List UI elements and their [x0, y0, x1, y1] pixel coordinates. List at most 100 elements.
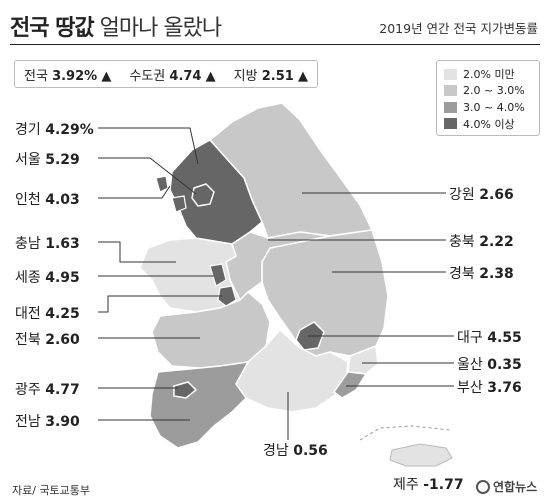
legend-swatch [444, 118, 457, 130]
leader-line [98, 157, 197, 195]
label-daejeon: 대전 4.25 [14, 303, 81, 323]
legend-label: 3.0 ~ 4.0% [463, 100, 525, 114]
region-value: 3.90 [45, 414, 80, 430]
up-arrow-icon: ▲ [297, 68, 308, 84]
region-name: 서울 [15, 152, 41, 168]
region-name: 충북 [449, 234, 475, 250]
label-jeju: 제주 -1.77 [392, 474, 465, 494]
region-name: 부산 [457, 380, 483, 396]
up-arrow-icon: ▲ [205, 68, 216, 84]
label-busan: 부산 3.76 [456, 377, 523, 397]
region-seoul [191, 183, 215, 207]
publisher-logo: 연합뉴스 [476, 478, 537, 495]
region-value: 4.25 [45, 306, 80, 322]
page-title: 전국 땅값 얼마나 올랐나 [10, 10, 222, 42]
subtitle: 2019년 연간 전국 지가변동률 [379, 21, 538, 36]
region-name: 강원 [449, 187, 475, 203]
title-light: 얼마나 올랐나 [99, 16, 222, 41]
leader-line [98, 241, 176, 263]
legend-label: 4.0% 이상 [463, 117, 515, 131]
region-value: 4.03 [45, 192, 80, 208]
label-gyeonggi: 경기 4.29% [14, 119, 95, 139]
region-name: 광주 [15, 382, 41, 398]
region-jeonnam [149, 361, 250, 449]
legend-item: 2.0 ~ 3.0% [444, 83, 532, 100]
legend: 2.0% 미만 2.0 ~ 3.0% 3.0 ~ 4.0% 4.0% 이상 [436, 60, 540, 136]
summary-label: 수도권 [129, 68, 166, 84]
region-name: 경북 [449, 266, 475, 282]
logo-text: 연합뉴스 [493, 480, 538, 494]
region-value: 1.63 [45, 236, 80, 252]
region-value: 0.35 [487, 357, 522, 373]
label-incheon: 인천 4.03 [14, 189, 81, 209]
label-seoul: 서울 5.29 [14, 149, 81, 169]
region-jeju [389, 443, 453, 467]
legend-label: 2.0% 미만 [463, 68, 515, 82]
region-name: 인천 [15, 192, 41, 208]
region-name: 전북 [15, 332, 41, 348]
region-daejeon [217, 285, 237, 307]
summary-national: 전국 3.92% ▲ [24, 65, 111, 84]
leader-line [98, 127, 199, 165]
label-chungnam: 충남 1.63 [14, 233, 81, 253]
region-value: 2.22 [479, 234, 514, 250]
summary-label: 전국 [24, 68, 48, 84]
leader-lines [98, 127, 454, 440]
summary-box: 전국 3.92% ▲ 수도권 4.74 ▲ 지방 2.51 ▲ [14, 60, 318, 88]
region-value: 2.60 [45, 332, 80, 348]
source-note: 자료/ 국토교통부 [12, 484, 91, 497]
label-gyeongbuk: 경북 2.38 [448, 263, 515, 283]
region-name: 세종 [15, 270, 41, 286]
summary-label: 지방 [233, 68, 258, 84]
summary-value: 2.51 [261, 68, 294, 84]
region-incheon [155, 175, 187, 213]
legend-swatch [444, 68, 457, 80]
leader-line [98, 185, 171, 199]
label-daegu: 대구 4.55 [456, 327, 523, 347]
region-value: 4.55 [487, 330, 522, 346]
label-ulsan: 울산 0.35 [456, 354, 523, 374]
region-name: 울산 [457, 357, 483, 373]
region-ulsan [347, 344, 379, 375]
summary-provinces: 지방 2.51 ▲ [234, 65, 308, 84]
region-value: 5.29 [45, 152, 80, 168]
label-sejong: 세종 4.95 [14, 267, 81, 287]
logo-mark-icon [476, 479, 490, 494]
region-value: -1.77 [423, 477, 464, 493]
legend-label: 2.0 ~ 3.0% [463, 84, 525, 98]
legend-item: 2.0% 미만 [444, 66, 532, 83]
leader-line [98, 295, 222, 313]
region-value: 2.66 [479, 187, 514, 203]
summary-capital: 수도권 4.74 ▲ [129, 65, 215, 84]
header-divider [10, 44, 540, 45]
region-sejong [209, 263, 227, 287]
sea-boundary [359, 425, 451, 441]
region-name: 제주 [393, 477, 419, 493]
region-name: 대전 [15, 306, 41, 322]
label-jeonbuk: 전북 2.60 [14, 329, 81, 349]
region-name: 경남 [263, 443, 289, 459]
region-name: 전남 [15, 414, 41, 430]
legend-swatch [444, 85, 457, 97]
legend-swatch [444, 101, 457, 113]
region-gwangju [173, 381, 198, 399]
legend-item: 3.0 ~ 4.0% [444, 99, 532, 116]
region-value: 4.29% [45, 122, 94, 138]
label-gyeongnam: 경남 0.56 [262, 440, 329, 460]
summary-value: 3.92% [52, 68, 98, 84]
region-name: 충남 [15, 236, 41, 252]
label-chungbuk: 충북 2.22 [448, 231, 515, 251]
up-arrow-icon: ▲ [101, 68, 112, 84]
label-jeonnam: 전남 3.90 [14, 411, 81, 431]
region-value: 4.95 [45, 270, 80, 286]
region-name: 경기 [15, 122, 41, 138]
region-value: 2.38 [479, 266, 514, 282]
region-name: 대구 [457, 330, 483, 346]
summary-value: 4.74 [169, 68, 202, 84]
region-value: 4.77 [45, 382, 80, 398]
region-value: 3.76 [487, 380, 522, 396]
title-bold: 전국 땅값 [10, 16, 95, 41]
region-value: 0.56 [293, 443, 328, 459]
